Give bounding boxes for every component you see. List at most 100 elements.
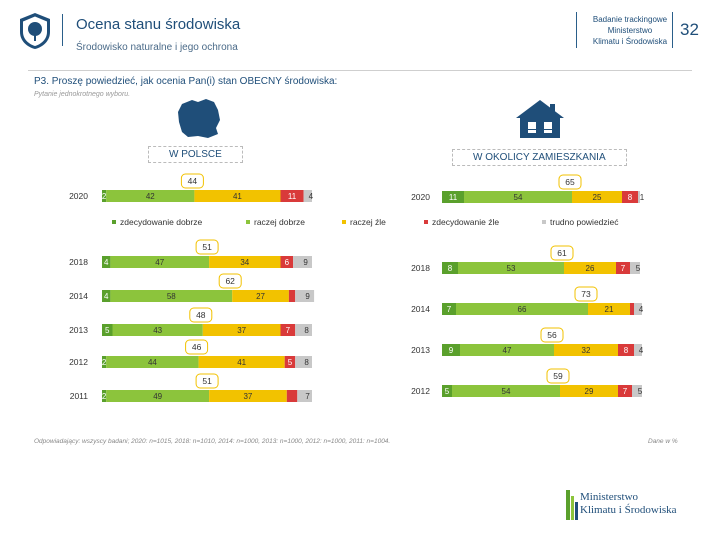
page-title: Ocena stanu środowiska: [76, 16, 241, 33]
bar-segment: [464, 191, 572, 203]
bar-segment: [209, 256, 281, 268]
bar-segment: [618, 344, 634, 356]
bar-value-label: 7: [447, 305, 452, 314]
bar-segment: [460, 344, 554, 356]
bar-value-label: 7: [305, 392, 310, 401]
good-total-callout: [180, 173, 204, 189]
bar-segment: [110, 256, 210, 268]
bar-segment: [458, 262, 564, 274]
bar-segment: [630, 303, 634, 315]
poland-section-label: W POLSCE: [148, 146, 243, 163]
page-subtitle: Środowisko naturalne i jego ochrona: [76, 42, 238, 53]
bar-value-label: 54: [514, 193, 523, 202]
good-total-label: 44: [188, 176, 198, 186]
study-line-1: Badanie trackingowe: [592, 15, 668, 24]
bar-segment: [209, 390, 287, 402]
bar-value-label: 7: [621, 264, 626, 273]
good-total-label: 46: [192, 342, 202, 352]
legend-swatch: [424, 220, 428, 224]
bar-segment: [632, 385, 642, 397]
bar-segment: [442, 191, 464, 203]
bar-value-label: 41: [233, 192, 242, 201]
bar-value-label: 9: [449, 346, 454, 355]
bar-segment: [572, 191, 622, 203]
legend-label: raczej źle: [350, 217, 386, 227]
ministry-logo: Ministerstwo Klimatu i Środowiska: [566, 488, 706, 522]
legend-label: zdecydowanie źle: [432, 217, 500, 227]
bar-segment: [618, 385, 632, 397]
good-total-callout: [546, 368, 570, 384]
bar-value-label: 5: [105, 326, 110, 335]
bar-segment: [442, 385, 452, 397]
year-label: 2018: [411, 263, 430, 273]
bar-segment: [102, 256, 111, 268]
page-number: 32: [680, 20, 699, 39]
header-divider: [62, 14, 63, 46]
good-total-callout: [195, 373, 219, 389]
bar-segment: [452, 385, 560, 397]
bar-segment: [588, 303, 630, 315]
bar-segment: [442, 303, 456, 315]
bar-value-label: 4: [639, 305, 644, 314]
data-unit-note: Dane w %: [648, 438, 678, 445]
bar-segment: [634, 344, 642, 356]
bar-segment: [630, 262, 640, 274]
year-label: 2012: [69, 357, 88, 367]
bar-segment: [456, 303, 588, 315]
good-total-callout: [195, 239, 219, 255]
good-total-label: 51: [202, 242, 212, 252]
bar-value-label: 4: [309, 192, 314, 201]
bar-value-label: 26: [586, 264, 595, 273]
good-total-label: 61: [557, 248, 567, 258]
good-total-label: 62: [225, 276, 235, 286]
bar-value-label: 9: [303, 258, 308, 267]
bar-segment: [622, 191, 638, 203]
legend-label: trudno powiedzieć: [550, 217, 619, 227]
bar-segment: [616, 262, 630, 274]
bar-value-label: 5: [445, 387, 450, 396]
bar-segment: [284, 356, 296, 368]
bar-segment: [297, 390, 312, 402]
bar-segment: [554, 344, 618, 356]
bar-value-label: 4: [104, 292, 109, 301]
good-total-callout: [218, 273, 242, 289]
good-total-callout: [558, 174, 582, 190]
bar-segment: [102, 290, 111, 302]
year-label: 2014: [411, 304, 430, 314]
bar-value-label: 43: [153, 326, 162, 335]
bar-value-label: 37: [237, 326, 246, 335]
bar-value-label: 44: [148, 358, 157, 367]
bar-value-label: 11: [288, 192, 297, 201]
bar-segment: [634, 303, 642, 315]
legend-label: zdecydowanie dobrze: [120, 217, 203, 227]
good-total-label: 73: [581, 289, 591, 299]
bar-value-label: 54: [502, 387, 511, 396]
legend-swatch: [246, 220, 250, 224]
bar-value-label: 2: [102, 392, 107, 401]
legend-very-good: zdecydowanie dobrze: [112, 217, 202, 227]
good-total-callout: [574, 286, 598, 302]
bar-segment: [286, 390, 298, 402]
bar-value-label: 8: [628, 193, 633, 202]
bar-segment: [303, 190, 312, 202]
study-line-3: Klimatu i Środowiska: [592, 37, 668, 46]
year-label: 2013: [411, 345, 430, 355]
bar-value-label: 53: [507, 264, 516, 273]
year-label: 2013: [69, 325, 88, 335]
ministry-line-1: Ministerstwo: [580, 491, 639, 503]
bar-value-label: 9: [305, 292, 310, 301]
legend-swatch: [112, 220, 116, 224]
header-rule: [28, 70, 692, 71]
bar-value-label: 4: [104, 258, 109, 267]
bar-segment: [295, 290, 315, 302]
good-total-callout: [189, 307, 213, 323]
good-total-label: 56: [547, 330, 557, 340]
bar-segment: [442, 344, 460, 356]
year-label: 2014: [69, 291, 88, 301]
bar-segment: [102, 356, 107, 368]
bar-value-label: 8: [304, 326, 309, 335]
ministry-emblem-icon: [566, 490, 578, 520]
bar-segment: [102, 190, 107, 202]
bar-value-label: 29: [585, 387, 594, 396]
bar-segment: [198, 356, 285, 368]
